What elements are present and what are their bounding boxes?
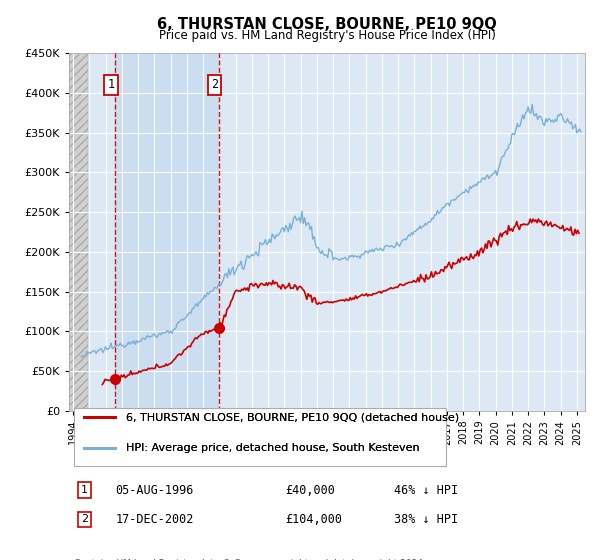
Text: 6, THURSTAN CLOSE, BOURNE, PE10 9QQ: 6, THURSTAN CLOSE, BOURNE, PE10 9QQ (157, 17, 497, 32)
Bar (69, 53, 88, 411)
Text: £40,000: £40,000 (286, 484, 335, 497)
Text: HPI: Average price, detached house, South Kesteven: HPI: Average price, detached house, Sout… (126, 443, 419, 453)
Text: Price paid vs. HM Land Registry's House Price Index (HPI): Price paid vs. HM Land Registry's House … (158, 29, 496, 42)
Text: 38% ↓ HPI: 38% ↓ HPI (394, 513, 458, 526)
Text: 2: 2 (211, 78, 218, 91)
Text: 6, THURSTAN CLOSE, BOURNE, PE10 9QQ (detached house): 6, THURSTAN CLOSE, BOURNE, PE10 9QQ (det… (126, 412, 459, 422)
Bar (115, 53, 218, 411)
Text: Contains HM Land Registry data © Crown copyright and database right 2024.
This d: Contains HM Land Registry data © Crown c… (74, 559, 426, 560)
FancyBboxPatch shape (74, 408, 446, 466)
Text: HPI: Average price, detached house, South Kesteven: HPI: Average price, detached house, Sout… (126, 443, 419, 453)
Text: 17-DEC-2002: 17-DEC-2002 (115, 513, 194, 526)
Text: 46% ↓ HPI: 46% ↓ HPI (394, 484, 458, 497)
Text: 2: 2 (81, 515, 88, 524)
Text: £104,000: £104,000 (286, 513, 343, 526)
Text: 1: 1 (107, 78, 115, 91)
Text: 05-AUG-1996: 05-AUG-1996 (115, 484, 194, 497)
Text: 6, THURSTAN CLOSE, BOURNE, PE10 9QQ (detached house): 6, THURSTAN CLOSE, BOURNE, PE10 9QQ (det… (126, 412, 459, 422)
Text: 1: 1 (81, 485, 88, 495)
